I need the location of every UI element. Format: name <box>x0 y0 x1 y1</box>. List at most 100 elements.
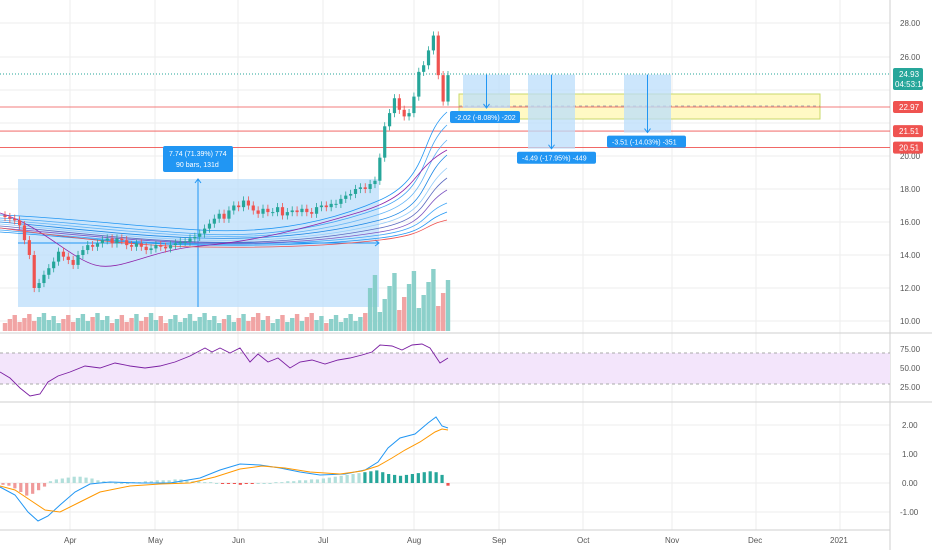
volume-bar <box>212 316 217 331</box>
time-axis[interactable]: Apr May Jun Jul Aug Sep Oct Nov Dec 2021 <box>64 536 848 545</box>
macd-bar <box>315 479 320 483</box>
level-tag <box>893 125 923 138</box>
macd-bar <box>13 483 17 489</box>
macd-bar <box>161 480 165 483</box>
macd-bar <box>78 476 82 483</box>
candle-body <box>120 238 124 241</box>
measure-label-box[interactable] <box>163 146 233 172</box>
volume-bar <box>207 320 212 331</box>
macd-bar <box>286 481 290 483</box>
candle-body <box>363 187 367 189</box>
candle-body <box>227 210 231 219</box>
volume-bar <box>411 271 417 331</box>
volume-bar <box>426 282 431 331</box>
rsi-line <box>0 343 449 397</box>
candle-body <box>37 283 41 288</box>
volume-bar <box>275 319 280 331</box>
candle-body <box>368 184 372 189</box>
candle-body <box>314 207 319 214</box>
macd-bar <box>428 471 432 483</box>
volume-bar <box>260 320 266 331</box>
volume-bar <box>109 323 115 331</box>
volume-bar <box>392 273 397 331</box>
macd-bar <box>369 471 373 483</box>
macd-bar <box>215 483 219 484</box>
macd-bar <box>416 473 420 483</box>
moving-average-ribbon <box>0 111 448 267</box>
candle-body <box>241 200 246 208</box>
projection-label-box <box>450 110 520 123</box>
volume-bar <box>382 299 387 331</box>
volume-bar <box>139 321 144 331</box>
volume-bar <box>333 315 339 331</box>
candle-body <box>426 50 431 66</box>
volume-bar <box>95 313 100 331</box>
volume-bar <box>168 319 173 331</box>
macd-bar <box>375 470 379 483</box>
volume-bar <box>377 312 383 331</box>
candle-body <box>105 238 109 241</box>
rsi-tick-label: 25.00 <box>900 383 921 392</box>
time-tick-label: Dec <box>748 536 762 545</box>
macd-bar <box>90 478 94 483</box>
macd-bar <box>292 481 296 483</box>
candle-body <box>22 225 27 241</box>
candle-body <box>276 207 280 213</box>
macd-bar <box>31 483 35 494</box>
macd-bar <box>66 477 70 483</box>
volume-bar <box>129 318 134 331</box>
volume-bar <box>431 269 436 331</box>
candle-body <box>412 96 416 114</box>
volume-bar <box>309 313 314 331</box>
candle-body <box>193 236 197 239</box>
candle-body <box>207 223 212 229</box>
level-tag <box>893 100 923 113</box>
volume-bar <box>265 316 271 331</box>
macd-axis[interactable]: 2.00 1.00 0.00 -1.00 <box>900 421 919 517</box>
volume-bar <box>202 313 207 331</box>
level-tag-value: 20.51 <box>899 144 920 153</box>
rsi-axis[interactable]: 75.00 50.00 25.00 <box>900 345 921 392</box>
macd-bar <box>327 477 331 483</box>
measure-label-change: 7.74 (71.39%) 774 <box>169 151 227 158</box>
volume-bar <box>226 315 232 331</box>
candle-body <box>431 35 435 51</box>
volume-bar <box>105 316 110 331</box>
volume-bar <box>124 322 129 331</box>
projection-label: -3.51 (-14.03%) -351 <box>612 140 677 147</box>
volume-bar <box>436 306 441 331</box>
volume-bar <box>358 317 363 331</box>
candle-body <box>81 250 85 255</box>
macd-bar <box>19 483 23 492</box>
candle-body <box>441 75 445 102</box>
candle-body <box>154 245 158 249</box>
macd-line <box>0 416 449 522</box>
volume-bar <box>290 318 295 331</box>
candle-body <box>300 208 304 213</box>
candle-body <box>129 245 134 247</box>
volume-bar <box>163 323 168 331</box>
candle-body <box>178 241 182 244</box>
volume-bar <box>158 316 163 331</box>
candle-body <box>324 205 328 208</box>
macd-histogram <box>1 470 450 496</box>
macd-bar <box>256 483 260 484</box>
macd-bar <box>309 479 314 483</box>
macd-bar <box>48 481 53 483</box>
volume-bar <box>182 318 188 331</box>
volume-bar <box>2 323 8 331</box>
rsi-band <box>0 353 890 384</box>
price-axis[interactable]: 28.00 26.00 20.00 18.00 16.00 14.00 12.0… <box>900 19 921 326</box>
projection-arrowhead <box>483 103 490 109</box>
candle-body <box>32 255 36 288</box>
volume-bar <box>255 313 261 331</box>
macd-bar <box>37 483 41 491</box>
macd-bar <box>220 483 225 484</box>
candle-body <box>373 180 377 185</box>
price-tick-label: 18.00 <box>900 185 921 194</box>
volume-bar <box>294 314 300 331</box>
candle-body <box>100 240 104 244</box>
macd-tick-label: 2.00 <box>902 421 918 430</box>
volume-bar <box>231 322 237 331</box>
